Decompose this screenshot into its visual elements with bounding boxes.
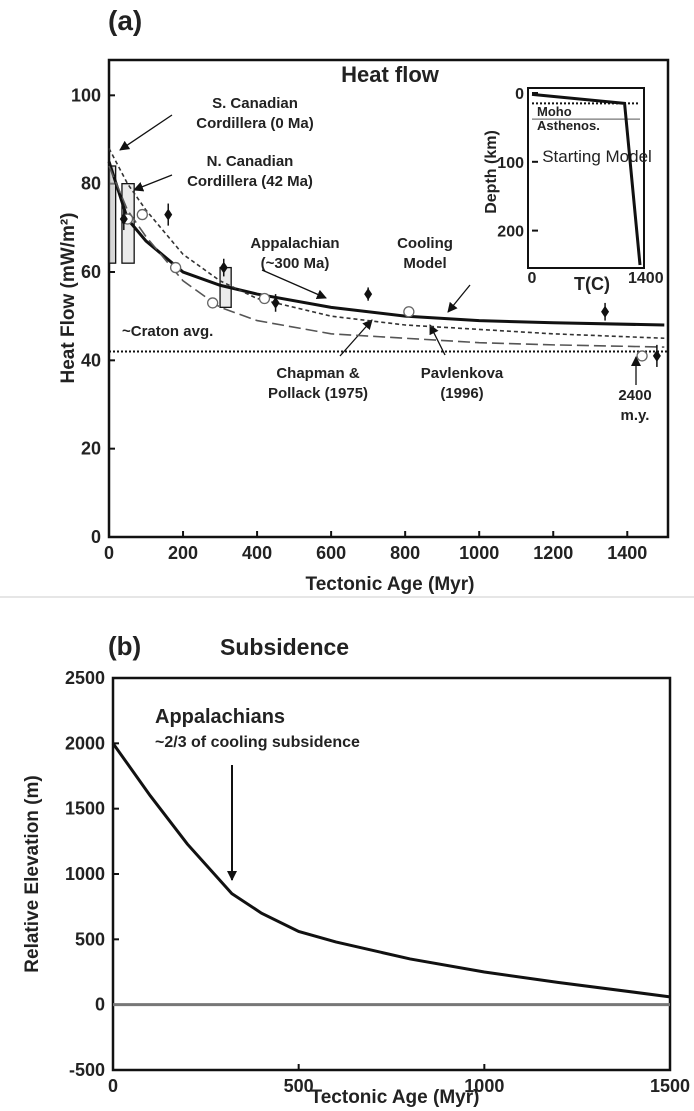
y-tick-label: 2000 — [65, 733, 105, 753]
reference-label: ~Craton avg. — [122, 323, 213, 340]
y-tick-label: 500 — [75, 929, 105, 949]
filled-point — [364, 288, 373, 301]
y-tick-label: 0 — [95, 995, 105, 1015]
annotation: Appalachians ~2/3 of cooling subsidence — [155, 706, 360, 751]
x-tick-label: 800 — [390, 543, 420, 563]
x-tick-label: 1200 — [533, 543, 573, 563]
plot-frame — [107, 58, 670, 539]
panel-label: (b) — [108, 631, 141, 661]
x-tick-label: 0 — [104, 543, 114, 563]
reference-label: Asthenos. — [537, 118, 600, 133]
y-axis-label: Relative Elevation (m) — [22, 775, 43, 972]
y-axis-label: Heat Flow (mW/m²) — [58, 213, 79, 384]
filled-point — [652, 349, 661, 362]
range-box — [108, 165, 117, 264]
x-tick-label: 200 — [168, 543, 198, 563]
open-point — [169, 261, 182, 274]
x-axis-label: Tectonic Age (Myr) — [311, 1087, 480, 1108]
series-line — [111, 742, 671, 999]
y-tick-label: 1500 — [65, 799, 105, 819]
series-line — [531, 92, 642, 266]
series-line — [108, 147, 665, 340]
open-point — [136, 208, 148, 221]
inset-title: Starting Model — [542, 147, 652, 166]
y-tick-label: 100 — [497, 155, 524, 172]
y-tick-label: 100 — [71, 85, 101, 105]
annotation: Pavlenkova (1996) — [421, 365, 504, 402]
reference-label: Moho — [537, 104, 572, 119]
series-line — [108, 165, 665, 348]
x-tick-label: 1000 — [459, 543, 499, 563]
chart-title: Subsidence — [220, 634, 349, 660]
chart-title: Heat flow — [341, 62, 440, 87]
y-tick-label: 20 — [81, 439, 101, 459]
annotation: Appalachian (~300 Ma) — [250, 235, 339, 272]
x-tick-label: 600 — [316, 543, 346, 563]
open-point — [636, 350, 648, 362]
filled-point — [271, 296, 280, 309]
x-axis-label: T(C) — [574, 274, 610, 294]
series-line — [107, 161, 665, 327]
open-point — [403, 306, 415, 318]
y-tick-label: -500 — [69, 1060, 105, 1080]
y-tick-label: 1000 — [65, 864, 105, 884]
x-tick-label: 1000 — [464, 1076, 504, 1096]
annotation: S. Canadian Cordillera (0 Ma) — [196, 95, 314, 132]
panel-label: (a) — [108, 5, 142, 36]
filled-point — [119, 213, 128, 225]
y-tick-label: 200 — [497, 224, 524, 241]
y-tick-label: 80 — [81, 174, 101, 194]
x-axis-label: Tectonic Age (Myr) — [306, 574, 475, 595]
x-tick-label: 400 — [242, 543, 272, 563]
filled-point — [164, 208, 173, 221]
x-tick-label: 500 — [284, 1076, 314, 1096]
open-point — [258, 292, 271, 305]
annotation: Cooling Model — [397, 235, 453, 272]
y-tick-label: 60 — [81, 262, 101, 282]
y-tick-label: 0 — [515, 86, 524, 103]
filled-point — [219, 261, 228, 274]
y-axis-label: Depth (km) — [483, 130, 500, 214]
y-tick-label: 0 — [91, 527, 101, 547]
annotation: N. Canadian Cordillera (42 Ma) — [187, 153, 313, 190]
y-tick-label: 2500 — [65, 668, 105, 688]
x-tick-label: 1400 — [628, 270, 664, 287]
annotation: 2400 m.y. — [618, 387, 651, 424]
annotation: Chapman & Pollack (1975) — [268, 365, 368, 402]
x-tick-label: 1400 — [607, 543, 647, 563]
x-tick-label: 0 — [108, 1076, 118, 1096]
y-tick-label: 40 — [81, 350, 101, 370]
x-tick-label: 0 — [528, 270, 537, 287]
x-tick-label: 1500 — [650, 1076, 690, 1096]
arrows — [119, 114, 641, 385]
open-point — [207, 297, 219, 309]
filled-point — [601, 305, 610, 318]
